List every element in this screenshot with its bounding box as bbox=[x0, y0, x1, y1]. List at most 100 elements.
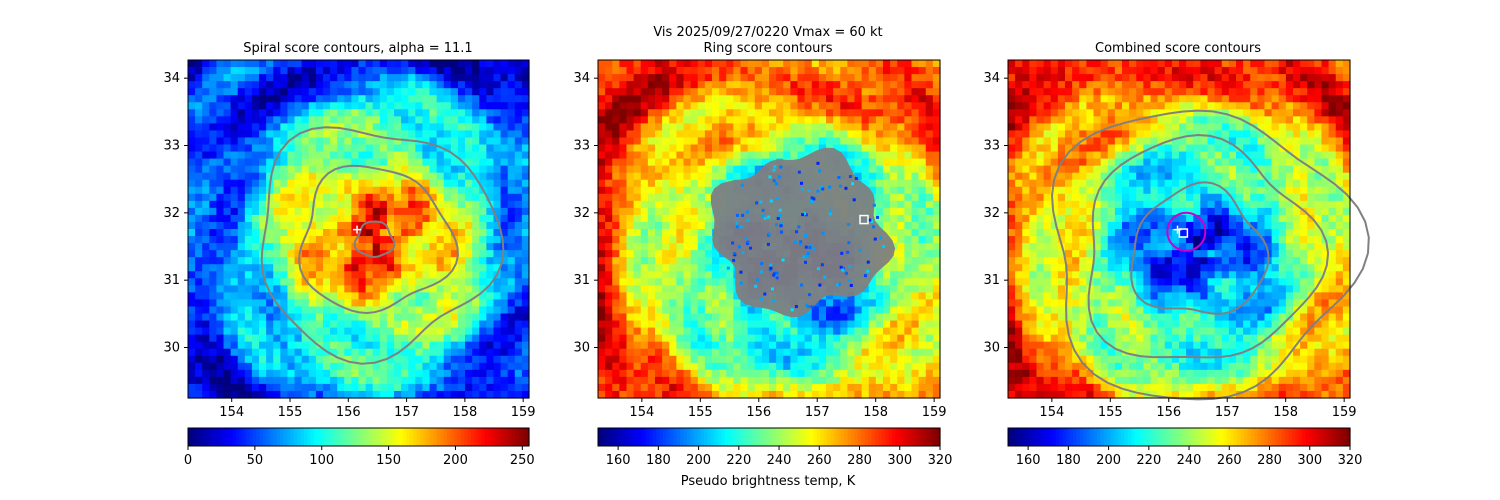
colorbar-segment bbox=[501, 428, 506, 446]
heatmap-cell bbox=[676, 172, 685, 181]
heatmap-cell bbox=[209, 81, 218, 89]
heatmap-cell bbox=[662, 123, 670, 132]
heatmap-cell bbox=[230, 341, 239, 350]
heatmap-cell bbox=[669, 320, 677, 329]
heatmap-cell bbox=[911, 179, 920, 188]
heatmap-cell bbox=[818, 390, 827, 399]
colorbar-segment bbox=[303, 428, 308, 446]
heatmap-cell bbox=[704, 151, 713, 160]
heatmap-cell bbox=[747, 348, 756, 357]
heatmap-cell bbox=[818, 355, 827, 364]
heatmap-cell bbox=[612, 207, 620, 216]
heatmap-cell bbox=[195, 362, 203, 371]
heatmap-cell bbox=[883, 334, 891, 343]
heatmap-cell bbox=[875, 320, 884, 329]
colorbar-segment bbox=[734, 428, 739, 446]
heatmap-cell bbox=[294, 116, 303, 124]
heatmap-cell bbox=[925, 236, 934, 244]
heatmap-cell bbox=[861, 109, 870, 117]
heatmap-cell bbox=[202, 348, 210, 357]
heatmap-cell bbox=[626, 236, 635, 244]
heatmap-cell bbox=[251, 165, 260, 174]
heatmap-cell bbox=[662, 74, 670, 82]
heatmap-cell bbox=[465, 116, 473, 124]
heatmap-cell bbox=[415, 193, 424, 202]
heatmap-cell bbox=[818, 102, 827, 110]
heatmap-cell bbox=[783, 109, 791, 117]
heatmap-cell bbox=[223, 67, 232, 75]
heatmap-cell bbox=[330, 285, 338, 293]
heatmap-cell bbox=[712, 299, 720, 308]
heatmap-cell bbox=[925, 109, 934, 117]
heatmap-cell bbox=[704, 179, 713, 188]
heatmap-cell bbox=[747, 123, 756, 132]
heatmap-cell bbox=[704, 67, 713, 75]
heatmap-cell bbox=[804, 348, 813, 357]
heatmap-cell bbox=[647, 257, 656, 265]
heatmap-cell bbox=[733, 327, 742, 336]
heatmap-cell bbox=[925, 334, 934, 343]
heatmap-cell bbox=[697, 88, 706, 96]
heatmap-cell bbox=[769, 81, 777, 89]
heatmap-cell bbox=[202, 102, 210, 110]
heatmap-cell bbox=[690, 207, 699, 216]
heatmap-cell bbox=[202, 151, 210, 160]
ring-score-gap bbox=[790, 308, 794, 312]
heatmap-cell bbox=[598, 383, 606, 392]
heatmap-cell bbox=[457, 81, 466, 89]
heatmap-cell bbox=[322, 369, 331, 378]
heatmap-cell bbox=[918, 320, 927, 329]
heatmap-cell bbox=[726, 292, 734, 301]
heatmap-cell bbox=[647, 109, 656, 117]
colorbar-segment bbox=[266, 428, 271, 446]
colorbar-segment bbox=[276, 428, 281, 446]
heatmap-cell bbox=[273, 123, 281, 132]
heatmap-cell bbox=[365, 376, 374, 385]
heatmap-cell bbox=[740, 172, 749, 181]
heatmap-cell bbox=[662, 285, 670, 293]
heatmap-cell bbox=[932, 200, 941, 209]
heatmap-cell bbox=[202, 292, 210, 301]
heatmap-cell bbox=[237, 306, 246, 315]
colorbar-segment bbox=[443, 428, 448, 446]
heatmap-cell bbox=[507, 348, 516, 357]
heatmap-cell bbox=[273, 179, 281, 188]
heatmap-cell bbox=[429, 214, 438, 223]
heatmap-cell bbox=[209, 285, 218, 293]
colorbar-segment bbox=[649, 428, 654, 446]
colorbar-segment bbox=[198, 428, 203, 446]
heatmap-cell bbox=[826, 130, 834, 139]
heatmap-cell bbox=[605, 390, 613, 399]
heatmap-cell bbox=[918, 123, 927, 132]
colorbar-segment bbox=[392, 428, 397, 446]
heatmap-cell bbox=[237, 158, 246, 167]
heatmap-cell bbox=[811, 383, 820, 392]
heatmap-cell bbox=[619, 236, 628, 244]
heatmap-cell bbox=[740, 74, 749, 82]
heatmap-cell bbox=[811, 88, 820, 96]
colorbar-segment bbox=[762, 428, 767, 446]
heatmap-cell bbox=[443, 327, 452, 336]
heatmap-cell bbox=[918, 102, 927, 110]
heatmap-cell bbox=[676, 390, 685, 399]
heatmap-cell bbox=[209, 158, 218, 167]
ring-score-gap bbox=[759, 200, 763, 204]
heatmap-cell bbox=[662, 327, 670, 336]
heatmap-cell bbox=[408, 207, 416, 216]
heatmap-cell bbox=[854, 151, 863, 160]
heatmap-cell bbox=[704, 341, 713, 350]
ring-score-gap bbox=[763, 292, 767, 296]
heatmap-cell bbox=[662, 165, 670, 174]
heatmap-cell bbox=[521, 116, 530, 124]
heatmap-cell bbox=[358, 67, 367, 75]
heatmap-cell bbox=[662, 383, 670, 392]
heatmap-cell bbox=[379, 313, 388, 322]
heatmap-cell bbox=[415, 271, 424, 279]
heatmap-cell bbox=[683, 186, 692, 195]
heatmap-cell bbox=[493, 193, 502, 202]
heatmap-cell bbox=[883, 123, 891, 132]
heatmap-cell bbox=[237, 229, 246, 237]
heatmap-cell bbox=[230, 292, 239, 301]
heatmap-cell bbox=[408, 123, 416, 132]
colorbar-segment bbox=[324, 428, 329, 446]
